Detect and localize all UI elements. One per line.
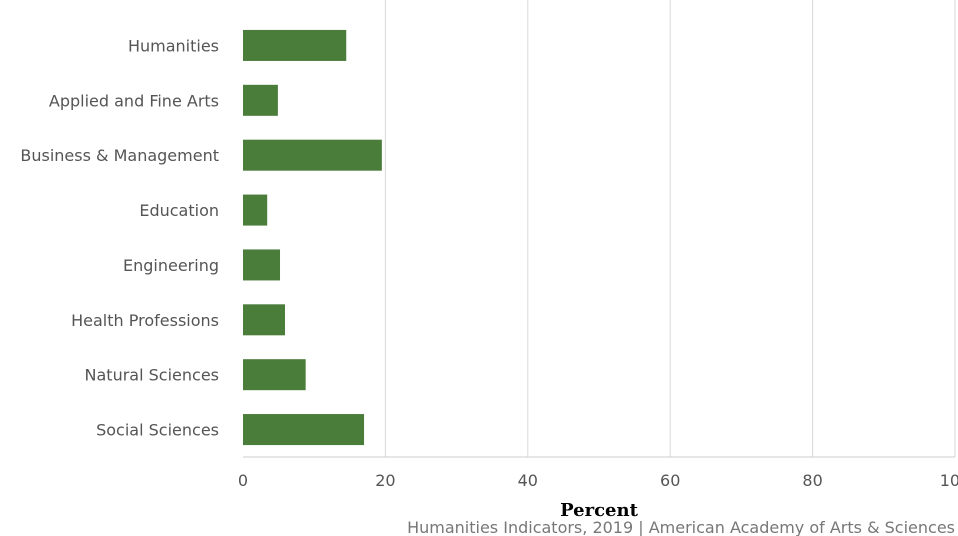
bar-business-management bbox=[243, 139, 382, 171]
x-tick-label-20: 20 bbox=[375, 471, 395, 490]
x-tick-label-100: 100 bbox=[940, 471, 958, 490]
bar-social-sciences bbox=[243, 414, 365, 446]
x-tick-label-60: 60 bbox=[660, 471, 680, 490]
category-label: Health Professions bbox=[71, 311, 219, 330]
category-label: Humanities bbox=[128, 36, 219, 55]
bar-natural-sciences bbox=[243, 359, 306, 391]
bar-applied-and-fine-arts bbox=[243, 84, 278, 116]
category-label: Applied and Fine Arts bbox=[49, 91, 219, 110]
x-axis-ticks: 0 20 40 60 80 100 bbox=[238, 471, 958, 490]
category-label: Social Sciences bbox=[96, 421, 219, 440]
grid-lines bbox=[384, 0, 956, 457]
x-axis-title: Percent bbox=[560, 500, 638, 521]
chart-credit: Humanities Indicators, 2019 | American A… bbox=[407, 518, 955, 536]
category-labels: Humanities Applied and Fine Arts Business … bbox=[20, 36, 219, 439]
x-tick-label-40: 40 bbox=[518, 471, 538, 490]
bars bbox=[243, 29, 382, 446]
x-tick-label-80: 80 bbox=[802, 471, 822, 490]
bar-humanities bbox=[243, 29, 347, 61]
bar-health-professions bbox=[243, 304, 286, 336]
bar-engineering bbox=[243, 249, 281, 281]
category-label: Business & Management bbox=[20, 146, 219, 165]
x-tick-label-0: 0 bbox=[238, 471, 248, 490]
category-label: Natural Sciences bbox=[85, 366, 219, 385]
category-label: Engineering bbox=[123, 256, 219, 275]
bar-education bbox=[243, 194, 268, 226]
category-label: Education bbox=[139, 201, 219, 220]
